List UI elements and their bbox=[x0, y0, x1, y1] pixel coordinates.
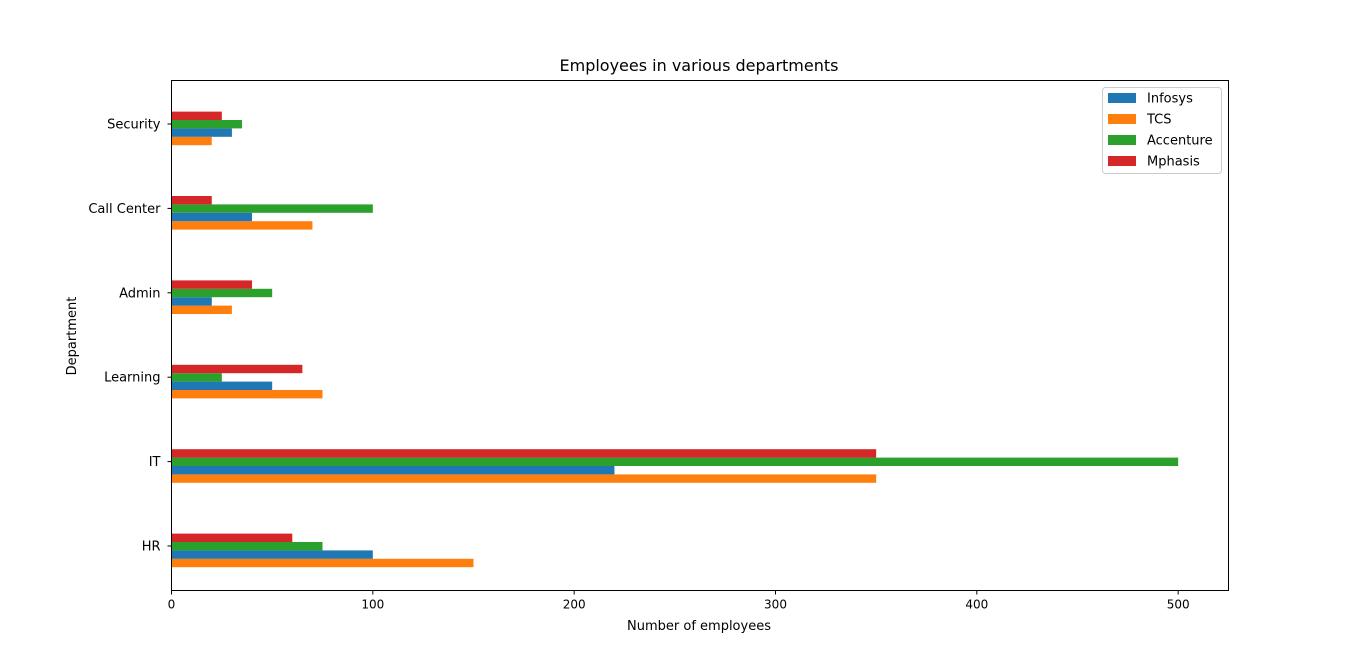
x-axis-label: Number of employees bbox=[627, 619, 771, 634]
legend: Infosys TCS Accenture Mphasis bbox=[1102, 87, 1222, 174]
bar-infosys-security bbox=[171, 128, 232, 137]
plot-area-frame bbox=[171, 80, 1229, 591]
y-tick-label: Learning bbox=[104, 371, 160, 386]
x-tick-label: 400 bbox=[965, 598, 988, 612]
bar-accenture-it bbox=[171, 457, 1179, 466]
bar-infosys-admin bbox=[171, 297, 212, 306]
bar-infosys-learning bbox=[171, 381, 273, 390]
bar-infosys-hr bbox=[171, 550, 373, 559]
legend-label-accenture: Accenture bbox=[1147, 134, 1213, 149]
y-tick-label: IT bbox=[149, 455, 161, 470]
y-axis-label: Department bbox=[65, 297, 80, 376]
x-tick-label: 200 bbox=[563, 598, 586, 612]
x-axis-ticks: 0 100 200 300 400 500 bbox=[168, 590, 1190, 612]
bar-infosys-call-center bbox=[171, 212, 253, 222]
y-axis-ticks: HR IT Learning Admin Call Center Security bbox=[88, 118, 172, 555]
legend-label-infosys: Infosys bbox=[1147, 92, 1193, 107]
bar-accenture-call-center bbox=[171, 204, 373, 213]
legend-swatch-tcs bbox=[1108, 114, 1136, 124]
x-tick-label: 500 bbox=[1167, 598, 1190, 612]
y-tick-label: HR bbox=[142, 540, 161, 555]
bar-mphasis-it bbox=[171, 449, 877, 458]
legend-swatch-mphasis bbox=[1108, 156, 1136, 166]
bar-mphasis-security bbox=[171, 111, 222, 120]
legend-swatch-infosys bbox=[1108, 93, 1136, 103]
bar-infosys-it bbox=[171, 466, 615, 475]
bar-mphasis-hr bbox=[171, 533, 293, 542]
bars-group bbox=[171, 111, 1179, 568]
bar-accenture-learning bbox=[171, 373, 222, 382]
chart-title: Employees in various departments bbox=[560, 56, 839, 75]
bar-accenture-hr bbox=[171, 542, 323, 551]
bar-mphasis-learning bbox=[171, 364, 303, 374]
bar-mphasis-call-center bbox=[171, 196, 212, 205]
bar-tcs-it bbox=[171, 474, 877, 483]
bar-tcs-call-center bbox=[171, 221, 313, 230]
y-tick-label: Security bbox=[107, 118, 161, 133]
bar-accenture-admin bbox=[171, 288, 273, 298]
bar-tcs-hr bbox=[171, 558, 474, 568]
bar-tcs-admin bbox=[171, 305, 232, 314]
legend-label-mphasis: Mphasis bbox=[1147, 155, 1200, 170]
bar-tcs-learning bbox=[171, 390, 323, 399]
legend-label-tcs: TCS bbox=[1146, 113, 1172, 128]
y-tick-label: Admin bbox=[119, 286, 160, 301]
x-tick-label: 300 bbox=[764, 598, 787, 612]
legend-swatch-accenture bbox=[1108, 135, 1136, 145]
bar-tcs-security bbox=[171, 136, 212, 146]
bar-mphasis-admin bbox=[171, 280, 253, 289]
bar-accenture-security bbox=[171, 120, 242, 129]
x-tick-label: 0 bbox=[168, 598, 176, 612]
x-tick-label: 100 bbox=[361, 598, 384, 612]
legend-box bbox=[1102, 87, 1222, 174]
y-tick-label: Call Center bbox=[88, 202, 161, 217]
